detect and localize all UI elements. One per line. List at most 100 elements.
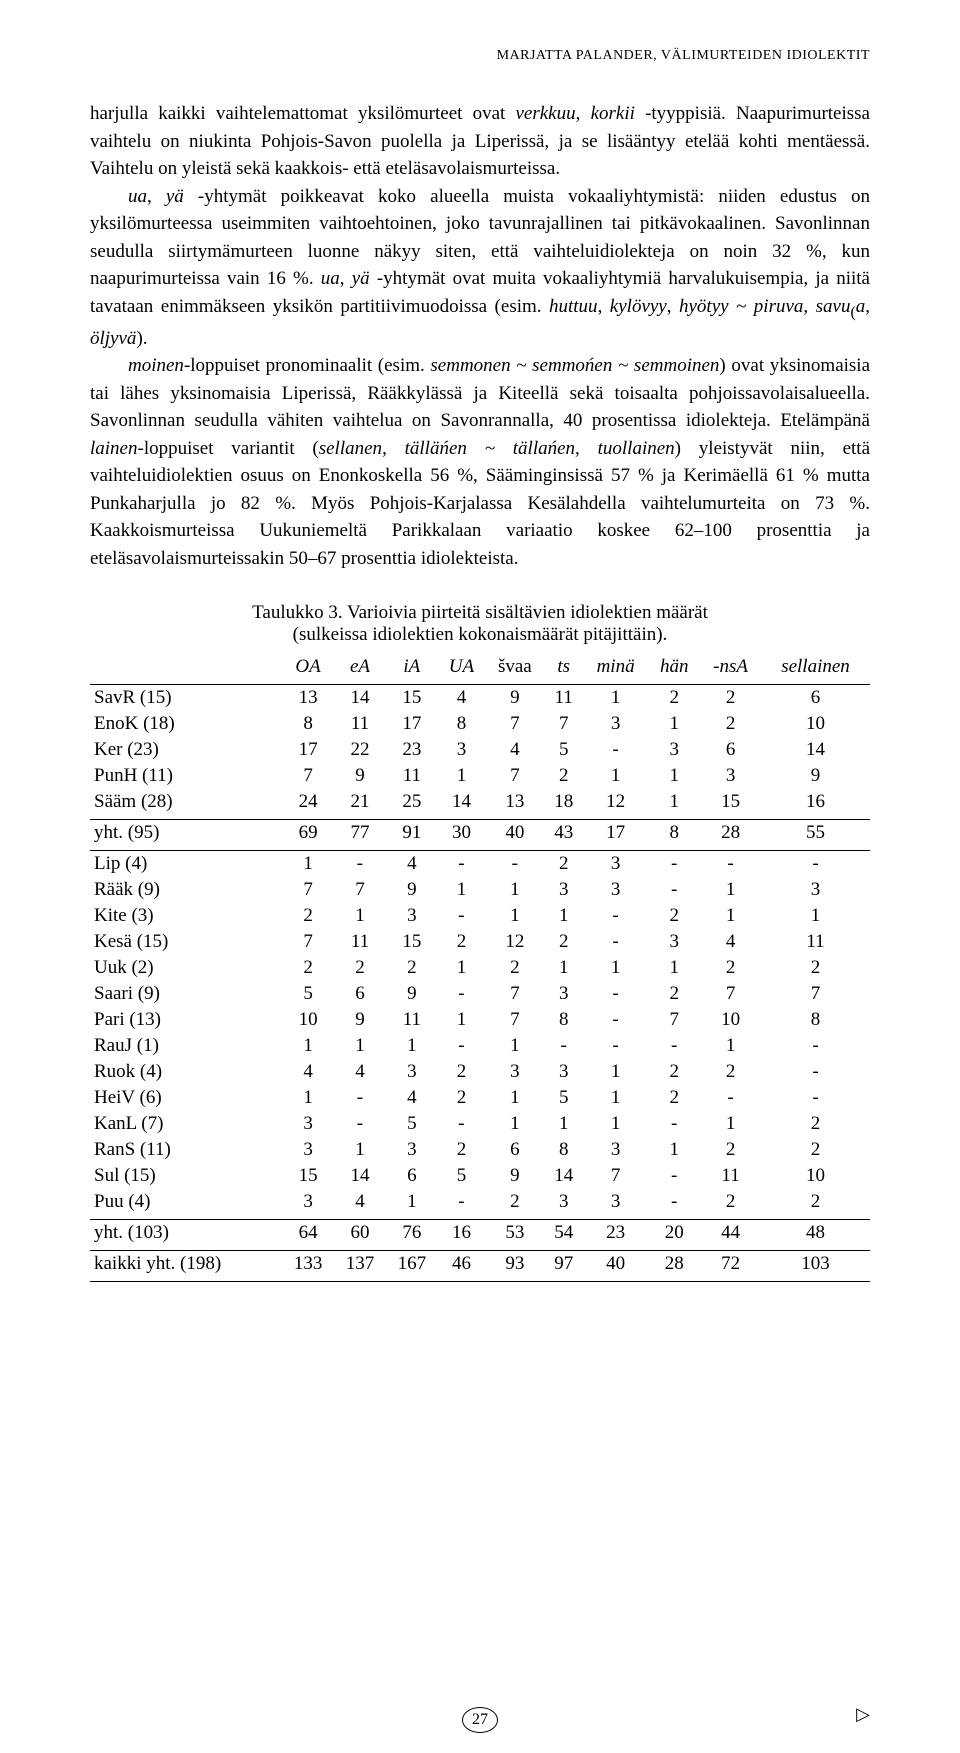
table-grand-total-cell: 97 — [545, 1251, 583, 1278]
table-cell: 15 — [386, 685, 438, 712]
table-row-label: PunH (11) — [90, 763, 282, 789]
table-cell: 3 — [545, 1059, 583, 1085]
table-cell: 2 — [761, 1189, 870, 1215]
table-cell: 10 — [761, 1163, 870, 1189]
table-cell: 12 — [583, 789, 648, 815]
table-total-cell: 64 — [282, 1220, 334, 1247]
table-cell: - — [583, 981, 648, 1007]
table-cell: - — [583, 903, 648, 929]
table-cell: 2 — [438, 1059, 485, 1085]
table-cell: 2 — [648, 981, 700, 1007]
table-cell: 4 — [438, 685, 485, 712]
table-cell: 14 — [334, 1163, 386, 1189]
table-grand-total-cell: 103 — [761, 1251, 870, 1278]
body-text: harjulla kaikki vaihtelemattomat yksilöm… — [90, 100, 870, 572]
table-cell: 2 — [438, 929, 485, 955]
table-cell: 1 — [438, 763, 485, 789]
table-total-cell: 8 — [648, 820, 700, 847]
table-cell: 2 — [334, 955, 386, 981]
table-cell: 2 — [700, 711, 761, 737]
table-cell: 14 — [545, 1163, 583, 1189]
table-total-cell: 55 — [761, 820, 870, 847]
table-grand-total-cell: 133 — [282, 1251, 334, 1278]
table-cell: 7 — [485, 981, 544, 1007]
table-cell: 7 — [485, 763, 544, 789]
table-grand-total-label: kaikki yht. (198) — [90, 1251, 282, 1278]
table-cell: 3 — [583, 851, 648, 878]
table-cell: 2 — [700, 1137, 761, 1163]
table-cell: - — [438, 1111, 485, 1137]
table-row-label: HeiV (6) — [90, 1085, 282, 1111]
table-cell: 5 — [545, 737, 583, 763]
table-total-cell: 20 — [648, 1220, 700, 1247]
table-total-cell: 40 — [485, 820, 544, 847]
table-total-cell: 23 — [583, 1220, 648, 1247]
table-cell: 13 — [282, 685, 334, 712]
table-cell: 7 — [282, 877, 334, 903]
table-cell: 6 — [334, 981, 386, 1007]
table-cell: - — [334, 851, 386, 878]
table-cell: 1 — [485, 1033, 544, 1059]
table-cell: 15 — [282, 1163, 334, 1189]
table-cell: 9 — [334, 763, 386, 789]
table-cell: 2 — [386, 955, 438, 981]
table-cell: 17 — [386, 711, 438, 737]
table-cell: 25 — [386, 789, 438, 815]
table-cell: 10 — [761, 711, 870, 737]
table-cell: - — [648, 1163, 700, 1189]
paragraph-1: harjulla kaikki vaihtelemattomat yksilöm… — [90, 100, 870, 183]
table-cell: 3 — [282, 1137, 334, 1163]
table-cell: 7 — [334, 877, 386, 903]
table-cell: 11 — [386, 763, 438, 789]
table-cell: 2 — [282, 955, 334, 981]
table-cell: 2 — [700, 955, 761, 981]
table-cell: 1 — [583, 763, 648, 789]
table-cell: 5 — [438, 1163, 485, 1189]
table-cell: - — [700, 851, 761, 878]
table-cell: 1 — [438, 955, 485, 981]
table-cell: 7 — [485, 711, 544, 737]
table-cell: 2 — [485, 955, 544, 981]
table-cell: 1 — [583, 1111, 648, 1137]
table-cell: - — [438, 1033, 485, 1059]
table-row-label: Uuk (2) — [90, 955, 282, 981]
table-cell: 8 — [761, 1007, 870, 1033]
table-cell: 7 — [545, 711, 583, 737]
table-header-empty — [90, 654, 282, 680]
table-cell: 9 — [386, 877, 438, 903]
continue-arrow-icon: ▷ — [856, 1704, 870, 1725]
table-row-label: Rääk (9) — [90, 877, 282, 903]
table-grand-total-cell: 28 — [648, 1251, 700, 1278]
table-cell: 17 — [282, 737, 334, 763]
table-cell: 1 — [648, 1137, 700, 1163]
table-cell: 3 — [485, 1059, 544, 1085]
running-head-text: MARJATTA PALANDER, VÄLIMURTEIDEN IDIOLEK… — [497, 48, 870, 63]
table-cell: 23 — [386, 737, 438, 763]
running-head: MARJATTA PALANDER, VÄLIMURTEIDEN IDIOLEK… — [90, 48, 870, 64]
table-cell: 9 — [334, 1007, 386, 1033]
table-cell: 3 — [648, 929, 700, 955]
table-cell: 11 — [386, 1007, 438, 1033]
table-row-label: Kesä (15) — [90, 929, 282, 955]
table-total-cell: 30 — [438, 820, 485, 847]
table-cell: 11 — [761, 929, 870, 955]
table-cell: 1 — [438, 1007, 485, 1033]
table-cell: - — [438, 851, 485, 878]
table-cell: 6 — [761, 685, 870, 712]
table-cell: 7 — [648, 1007, 700, 1033]
table-cell: 2 — [648, 903, 700, 929]
table-grand-total-cell: 72 — [700, 1251, 761, 1278]
table-cell: 1 — [583, 1059, 648, 1085]
table-cell: 9 — [761, 763, 870, 789]
table-row-label: RauJ (1) — [90, 1033, 282, 1059]
table-cell: - — [334, 1085, 386, 1111]
table-grand-total-cell: 40 — [583, 1251, 648, 1278]
table-cell: 2 — [700, 1189, 761, 1215]
table-cell: 14 — [334, 685, 386, 712]
table-total-cell: 91 — [386, 820, 438, 847]
table-row-label: Lip (4) — [90, 851, 282, 878]
table-cell: 1 — [386, 1189, 438, 1215]
table-row-label: Ruok (4) — [90, 1059, 282, 1085]
table-row-label: SavR (15) — [90, 685, 282, 712]
table-cell: 2 — [282, 903, 334, 929]
